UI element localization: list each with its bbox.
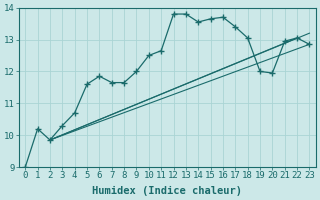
X-axis label: Humidex (Indice chaleur): Humidex (Indice chaleur): [92, 186, 242, 196]
